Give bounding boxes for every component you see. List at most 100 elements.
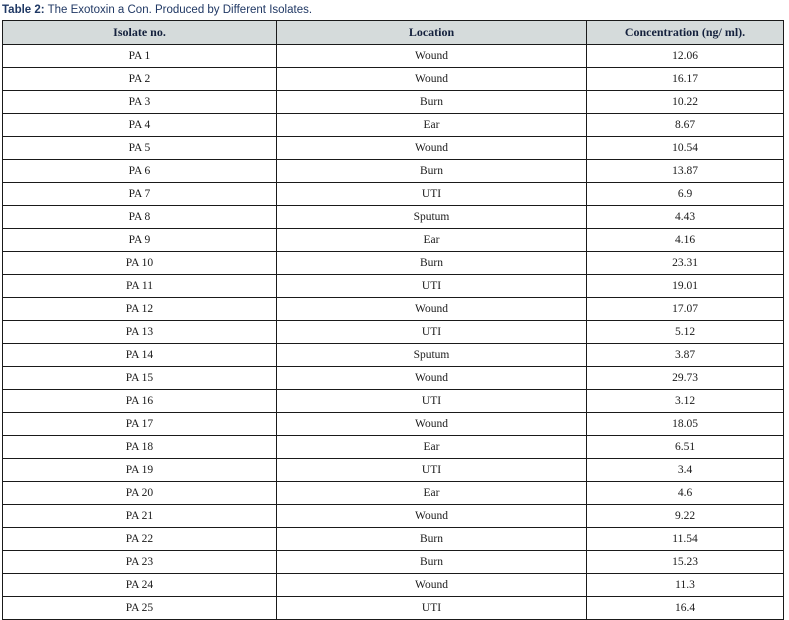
cell-concentration: 4.16: [586, 228, 784, 252]
cell-isolate-no: PA 8: [2, 205, 277, 229]
cell-concentration: 8.67: [586, 113, 784, 137]
table-row: PA 4 Ear 8.67: [2, 113, 784, 137]
cell-concentration: 19.01: [586, 274, 784, 298]
cell-isolate-no: PA 15: [2, 366, 277, 390]
exotoxin-concentration-table: Isolate no. Location Concentration (ng/ …: [2, 20, 784, 620]
cell-concentration: 5.12: [586, 320, 784, 344]
cell-isolate-no: PA 11: [2, 274, 277, 298]
table-row: PA 16 UTI 3.12: [2, 389, 784, 413]
cell-location: Sputum: [276, 205, 587, 229]
cell-location: Wound: [276, 136, 587, 160]
cell-location: Ear: [276, 435, 587, 459]
cell-location: Wound: [276, 412, 587, 436]
table-row: PA 21 Wound 9.22: [2, 504, 784, 528]
table-caption-text: The Exotoxin a Con. Produced by Differen…: [44, 4, 313, 16]
table-row: PA 25 UTI 16.4: [2, 596, 784, 620]
cell-concentration: 10.22: [586, 90, 784, 114]
table-row: PA 11 UTI 19.01: [2, 274, 784, 298]
table-row: PA 7 UTI 6.9: [2, 182, 784, 206]
cell-location: UTI: [276, 458, 587, 482]
cell-concentration: 4.6: [586, 481, 784, 505]
cell-concentration: 11.54: [586, 527, 784, 551]
cell-location: Burn: [276, 550, 587, 574]
cell-location: Wound: [276, 573, 587, 597]
cell-location: UTI: [276, 596, 587, 620]
cell-concentration: 4.43: [586, 205, 784, 229]
cell-concentration: 3.12: [586, 389, 784, 413]
table-header-row: Isolate no. Location Concentration (ng/ …: [2, 20, 784, 45]
cell-isolate-no: PA 17: [2, 412, 277, 436]
table-row: PA 24 Wound 11.3: [2, 573, 784, 597]
cell-isolate-no: PA 24: [2, 573, 277, 597]
cell-location: Wound: [276, 44, 587, 68]
table-row: PA 9 Ear 4.16: [2, 228, 784, 252]
table-row: PA 3 Burn 10.22: [2, 90, 784, 114]
cell-location: Burn: [276, 251, 587, 275]
table-row: PA 13 UTI 5.12: [2, 320, 784, 344]
cell-location: Burn: [276, 90, 587, 114]
cell-location: Sputum: [276, 343, 587, 367]
cell-isolate-no: PA 23: [2, 550, 277, 574]
table-caption-label: Table 2:: [2, 4, 45, 16]
cell-concentration: 6.51: [586, 435, 784, 459]
table-row: PA 1 Wound 12.06: [2, 44, 784, 68]
cell-concentration: 16.17: [586, 67, 784, 91]
cell-location: UTI: [276, 389, 587, 413]
cell-location: Wound: [276, 504, 587, 528]
cell-isolate-no: PA 2: [2, 67, 277, 91]
table-body: PA 1 Wound 12.06 PA 2 Wound 16.17 PA 3 Burn 10.2…: [2, 44, 784, 620]
cell-location: Ear: [276, 113, 587, 137]
table-row: PA 19 UTI 3.4: [2, 458, 784, 482]
cell-isolate-no: PA 9: [2, 228, 277, 252]
cell-location: Ear: [276, 481, 587, 505]
cell-location: Wound: [276, 297, 587, 321]
cell-concentration: 16.4: [586, 596, 784, 620]
cell-isolate-no: PA 1: [2, 44, 277, 68]
cell-isolate-no: PA 21: [2, 504, 277, 528]
table-row: PA 8 Sputum 4.43: [2, 205, 784, 229]
cell-location: UTI: [276, 320, 587, 344]
cell-location: UTI: [276, 274, 587, 298]
cell-location: Burn: [276, 527, 587, 551]
table-row: PA 17 Wound 18.05: [2, 412, 784, 436]
cell-concentration: 9.22: [586, 504, 784, 528]
table-row: PA 10 Burn 23.31: [2, 251, 784, 275]
column-header-isolate-no: Isolate no.: [2, 20, 277, 45]
cell-concentration: 23.31: [586, 251, 784, 275]
cell-isolate-no: PA 18: [2, 435, 277, 459]
column-header-concentration: Concentration (ng/ ml).: [586, 20, 784, 45]
cell-isolate-no: PA 12: [2, 297, 277, 321]
table-container: Isolate no. Location Concentration (ng/ …: [2, 20, 784, 620]
cell-isolate-no: PA 22: [2, 527, 277, 551]
cell-isolate-no: PA 4: [2, 113, 277, 137]
cell-concentration: 29.73: [586, 366, 784, 390]
cell-isolate-no: PA 20: [2, 481, 277, 505]
cell-isolate-no: PA 19: [2, 458, 277, 482]
cell-concentration: 10.54: [586, 136, 784, 160]
cell-location: Ear: [276, 228, 587, 252]
cell-location: Wound: [276, 67, 587, 91]
cell-concentration: 6.9: [586, 182, 784, 206]
cell-isolate-no: PA 10: [2, 251, 277, 275]
table-row: PA 6 Burn 13.87: [2, 159, 784, 183]
cell-isolate-no: PA 3: [2, 90, 277, 114]
table-header: Isolate no. Location Concentration (ng/ …: [2, 20, 784, 45]
cell-concentration: 15.23: [586, 550, 784, 574]
table-row: PA 5 Wound 10.54: [2, 136, 784, 160]
cell-isolate-no: PA 16: [2, 389, 277, 413]
table-row: PA 15 Wound 29.73: [2, 366, 784, 390]
cell-isolate-no: PA 6: [2, 159, 277, 183]
cell-concentration: 18.05: [586, 412, 784, 436]
cell-concentration: 13.87: [586, 159, 784, 183]
table-row: PA 22 Burn 11.54: [2, 527, 784, 551]
column-header-location: Location: [276, 20, 587, 45]
table-row: PA 23 Burn 15.23: [2, 550, 784, 574]
cell-concentration: 3.4: [586, 458, 784, 482]
table-caption: Table 2: The Exotoxin a Con. Produced by…: [0, 0, 789, 17]
cell-concentration: 3.87: [586, 343, 784, 367]
cell-concentration: 11.3: [586, 573, 784, 597]
cell-isolate-no: PA 7: [2, 182, 277, 206]
table-row: PA 14 Sputum 3.87: [2, 343, 784, 367]
table-row: PA 18 Ear 6.51: [2, 435, 784, 459]
